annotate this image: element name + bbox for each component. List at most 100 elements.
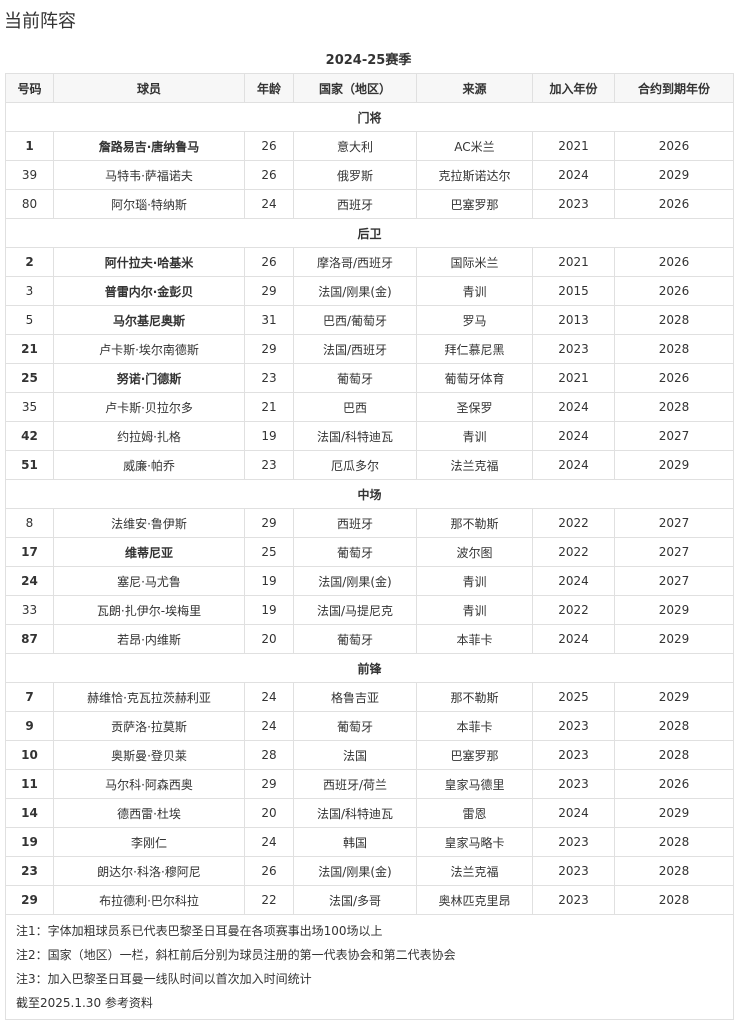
player-nation: 法国/多哥 xyxy=(293,885,417,915)
player-name: 奥斯曼·登贝莱 xyxy=(53,740,245,770)
player-nation: 法国/刚果(金) xyxy=(293,566,417,596)
player-age: 28 xyxy=(244,740,294,770)
section-title: 门将 xyxy=(5,102,734,132)
note-line: 截至2025.1.30 参考资料 xyxy=(16,996,153,1010)
player-number: 8 xyxy=(5,508,54,538)
player-joined: 2013 xyxy=(532,305,615,335)
player-name: 威廉·帕乔 xyxy=(53,450,245,480)
player-nation: 葡萄牙 xyxy=(293,363,417,393)
player-age: 25 xyxy=(244,537,294,567)
section-title: 后卫 xyxy=(5,218,734,248)
table-row: 39 马特韦·萨福诺夫 26 俄罗斯 克拉斯诺达尔 2024 2029 xyxy=(5,160,734,190)
player-nation: 韩国 xyxy=(293,827,417,857)
table-row: 10 奥斯曼·登贝莱 28 法国 巴塞罗那 2023 2028 xyxy=(5,740,734,770)
player-age: 29 xyxy=(244,769,294,799)
player-from: 国际米兰 xyxy=(416,247,533,277)
player-from: 青训 xyxy=(416,276,533,306)
player-from: 法兰克福 xyxy=(416,450,533,480)
player-age: 26 xyxy=(244,131,294,161)
player-joined: 2024 xyxy=(532,160,615,190)
table-caption: 2024-25赛季 xyxy=(325,53,412,68)
player-name: 法维安·鲁伊斯 xyxy=(53,508,245,538)
table-row: 23 朗达尔·科洛·穆阿尼 26 法国/刚果(金) 法兰克福 2023 2028 xyxy=(5,856,734,886)
player-contract: 2028 xyxy=(614,711,734,741)
player-name: 普雷内尔·金彭贝 xyxy=(53,276,245,306)
player-number: 2 xyxy=(5,247,54,277)
player-name: 马尔科·阿森西奥 xyxy=(53,769,245,799)
player-number: 7 xyxy=(5,682,54,712)
player-joined: 2021 xyxy=(532,363,615,393)
player-joined: 2023 xyxy=(532,769,615,799)
player-joined: 2022 xyxy=(532,537,615,567)
player-number: 10 xyxy=(5,740,54,770)
player-number: 33 xyxy=(5,595,54,625)
player-from: 青训 xyxy=(416,566,533,596)
player-from: 本菲卡 xyxy=(416,624,533,654)
section-row: 中场 xyxy=(5,479,734,509)
player-contract: 2029 xyxy=(614,798,734,828)
header-nation: 国家（地区） xyxy=(293,73,417,103)
player-from: 巴塞罗那 xyxy=(416,189,533,219)
player-age: 24 xyxy=(244,711,294,741)
player-number: 14 xyxy=(5,798,54,828)
table-row: 1 詹路易吉·唐纳鲁马 26 意大利 AC米兰 2021 2026 xyxy=(5,131,734,161)
squad-table: 号码 球员 年龄 国家（地区） 来源 加入年份 合约到期年份 门将 1 詹路易吉·唐… xyxy=(5,73,734,1020)
player-joined: 2023 xyxy=(532,711,615,741)
player-name: 马尔基尼奥斯 xyxy=(53,305,245,335)
player-contract: 2026 xyxy=(614,131,734,161)
player-number: 29 xyxy=(5,885,54,915)
player-number: 80 xyxy=(5,189,54,219)
player-contract: 2028 xyxy=(614,740,734,770)
player-number: 51 xyxy=(5,450,54,480)
player-joined: 2024 xyxy=(532,624,615,654)
player-joined: 2025 xyxy=(532,682,615,712)
player-joined: 2021 xyxy=(532,131,615,161)
player-age: 19 xyxy=(244,595,294,625)
header-age: 年龄 xyxy=(244,73,294,103)
notes-row: 注1：字体加粗球员系已代表巴黎圣日耳曼在各项赛事出场100场以上 注2：国家（地区… xyxy=(5,914,734,1020)
player-number: 35 xyxy=(5,392,54,422)
table-row: 24 塞尼·马尤鲁 19 法国/刚果(金) 青训 2024 2027 xyxy=(5,566,734,596)
player-from: 皇家马略卡 xyxy=(416,827,533,857)
player-from: 波尔图 xyxy=(416,537,533,567)
table-row: 33 瓦朗·扎伊尔-埃梅里 19 法国/马提尼克 青训 2022 2029 xyxy=(5,595,734,625)
player-nation: 葡萄牙 xyxy=(293,537,417,567)
player-number: 1 xyxy=(5,131,54,161)
player-nation: 西班牙 xyxy=(293,508,417,538)
section-row: 前锋 xyxy=(5,653,734,683)
player-from: 拜仁慕尼黑 xyxy=(416,334,533,364)
player-contract: 2028 xyxy=(614,305,734,335)
player-name: 约拉姆·扎格 xyxy=(53,421,245,451)
player-contract: 2028 xyxy=(614,856,734,886)
section-title: 中场 xyxy=(5,479,734,509)
player-from: 罗马 xyxy=(416,305,533,335)
player-name: 瓦朗·扎伊尔-埃梅里 xyxy=(53,595,245,625)
player-nation: 法国 xyxy=(293,740,417,770)
player-name: 詹路易吉·唐纳鲁马 xyxy=(53,131,245,161)
player-name: 塞尼·马尤鲁 xyxy=(53,566,245,596)
player-contract: 2029 xyxy=(614,160,734,190)
table-row: 7 赫维恰·克瓦拉茨赫利亚 24 格鲁吉亚 那不勒斯 2025 2029 xyxy=(5,682,734,712)
player-joined: 2023 xyxy=(532,334,615,364)
table-row: 2 阿什拉夫·哈基米 26 摩洛哥/西班牙 国际米兰 2021 2026 xyxy=(5,247,734,277)
header-player: 球员 xyxy=(53,73,245,103)
player-name: 阿什拉夫·哈基米 xyxy=(53,247,245,277)
player-age: 20 xyxy=(244,798,294,828)
table-row: 5 马尔基尼奥斯 31 巴西/葡萄牙 罗马 2013 2028 xyxy=(5,305,734,335)
table-row: 51 威廉·帕乔 23 厄瓜多尔 法兰克福 2024 2029 xyxy=(5,450,734,480)
player-nation: 西班牙/荷兰 xyxy=(293,769,417,799)
player-age: 26 xyxy=(244,160,294,190)
player-joined: 2023 xyxy=(532,740,615,770)
player-joined: 2023 xyxy=(532,856,615,886)
player-from: 雷恩 xyxy=(416,798,533,828)
player-age: 26 xyxy=(244,247,294,277)
player-age: 31 xyxy=(244,305,294,335)
player-joined: 2022 xyxy=(532,508,615,538)
player-number: 11 xyxy=(5,769,54,799)
player-age: 23 xyxy=(244,450,294,480)
player-from: 圣保罗 xyxy=(416,392,533,422)
player-contract: 2026 xyxy=(614,363,734,393)
player-name: 朗达尔·科洛·穆阿尼 xyxy=(53,856,245,886)
player-joined: 2021 xyxy=(532,247,615,277)
player-number: 24 xyxy=(5,566,54,596)
